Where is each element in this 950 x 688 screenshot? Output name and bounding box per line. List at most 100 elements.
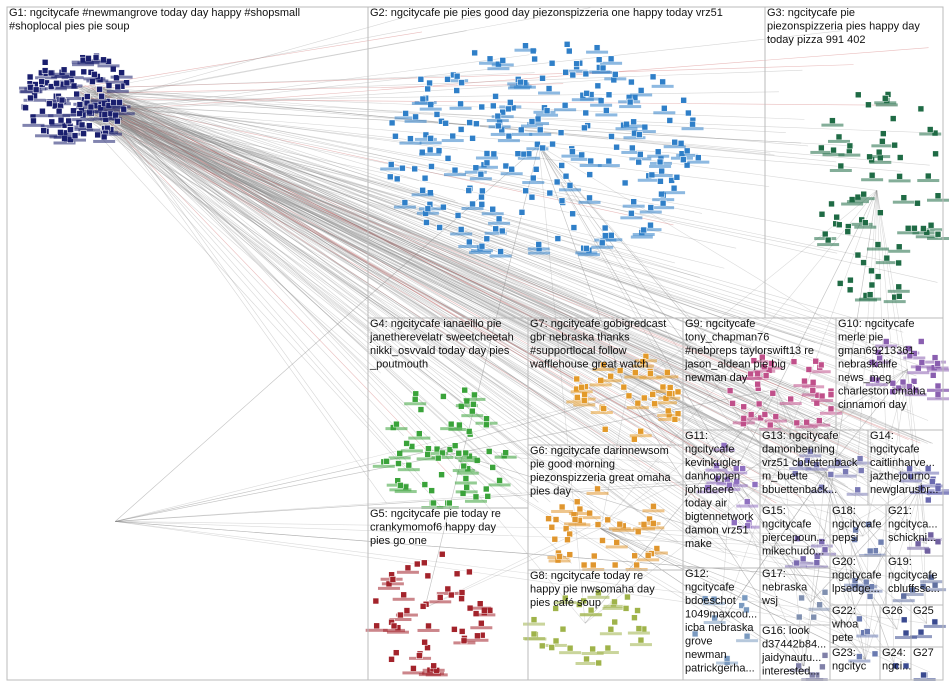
- node-label: [564, 522, 587, 526]
- node-label: [35, 76, 58, 80]
- node-label: [397, 468, 420, 472]
- node: [866, 593, 874, 600]
- node-label: [856, 634, 879, 638]
- node-label: [454, 455, 477, 459]
- node-label: [915, 235, 938, 239]
- node-label: [399, 141, 422, 145]
- node-label: [514, 48, 537, 52]
- edge: [85, 102, 865, 355]
- node: [498, 227, 506, 235]
- edge: [81, 108, 593, 327]
- node-label: [865, 383, 888, 387]
- node-label: [386, 630, 409, 634]
- node-label: [805, 565, 828, 569]
- node: [813, 559, 821, 566]
- node: [819, 663, 826, 671]
- node-label: [850, 222, 873, 226]
- node: [471, 391, 478, 399]
- node-label: [561, 154, 584, 158]
- node-label: [394, 490, 417, 494]
- node: [793, 559, 801, 567]
- edge: [115, 521, 811, 547]
- edge: [865, 483, 922, 660]
- edge: [115, 521, 847, 626]
- node: [440, 393, 447, 400]
- node-label: [400, 449, 423, 453]
- node: [57, 102, 64, 109]
- edge: [93, 109, 404, 437]
- node-label: [551, 509, 574, 513]
- node: [573, 375, 581, 383]
- node-label: [732, 421, 755, 425]
- edge: [88, 113, 691, 371]
- node: [426, 79, 433, 87]
- node: [680, 96, 687, 104]
- node: [599, 64, 607, 72]
- group-label: pies day: [530, 486, 571, 498]
- node: [549, 140, 556, 148]
- node-label: [907, 371, 930, 375]
- edge: [97, 86, 808, 432]
- group-label: mikechudo...: [762, 546, 824, 558]
- node: [566, 644, 574, 652]
- node: [410, 665, 417, 672]
- edge: [730, 481, 927, 544]
- node-label: [529, 132, 552, 136]
- node-label: [852, 197, 875, 201]
- node-label: [365, 628, 388, 632]
- node-label: [927, 491, 949, 495]
- node: [685, 109, 692, 117]
- node: [478, 619, 485, 627]
- node: [466, 568, 473, 576]
- node-label: [414, 137, 437, 141]
- node: [846, 286, 854, 294]
- group-label: G25: [913, 605, 934, 617]
- group-label: G19:: [888, 556, 912, 568]
- node-label: [105, 80, 128, 84]
- edge: [77, 86, 684, 332]
- group-label: johndeere: [684, 484, 734, 496]
- edge: [90, 96, 750, 444]
- node-label: [887, 289, 910, 293]
- node-label: [416, 457, 439, 461]
- node: [469, 135, 476, 142]
- node: [32, 86, 40, 94]
- node: [868, 281, 876, 289]
- node: [539, 144, 546, 152]
- node: [460, 637, 468, 645]
- edge: [115, 521, 868, 581]
- node: [828, 200, 835, 208]
- node-label: [903, 356, 926, 360]
- edge: [81, 88, 933, 444]
- edge: [101, 103, 884, 450]
- node: [586, 171, 594, 178]
- node-label: [604, 77, 627, 81]
- node: [573, 498, 581, 506]
- node-label: [808, 423, 831, 427]
- node-label: [810, 150, 833, 154]
- node: [22, 104, 29, 112]
- edge: [96, 104, 669, 399]
- edge: [102, 108, 698, 345]
- node-label: [846, 492, 869, 496]
- node-label: [72, 118, 95, 122]
- node-label: [523, 622, 545, 626]
- edge: [84, 109, 849, 460]
- node: [917, 338, 925, 345]
- node: [576, 505, 584, 513]
- node: [400, 591, 407, 599]
- group-label: _poutmouth: [369, 359, 428, 371]
- node: [934, 360, 941, 367]
- node-label: [912, 231, 935, 235]
- node: [569, 71, 577, 79]
- edge: [90, 98, 897, 106]
- edge: [93, 94, 703, 214]
- node: [522, 42, 529, 49]
- node-label: [528, 251, 551, 255]
- edge: [103, 104, 407, 140]
- node: [92, 54, 100, 62]
- node: [388, 656, 395, 663]
- group-label: today pizza 991 402: [767, 34, 865, 46]
- node-label: [570, 390, 593, 394]
- node: [666, 390, 673, 398]
